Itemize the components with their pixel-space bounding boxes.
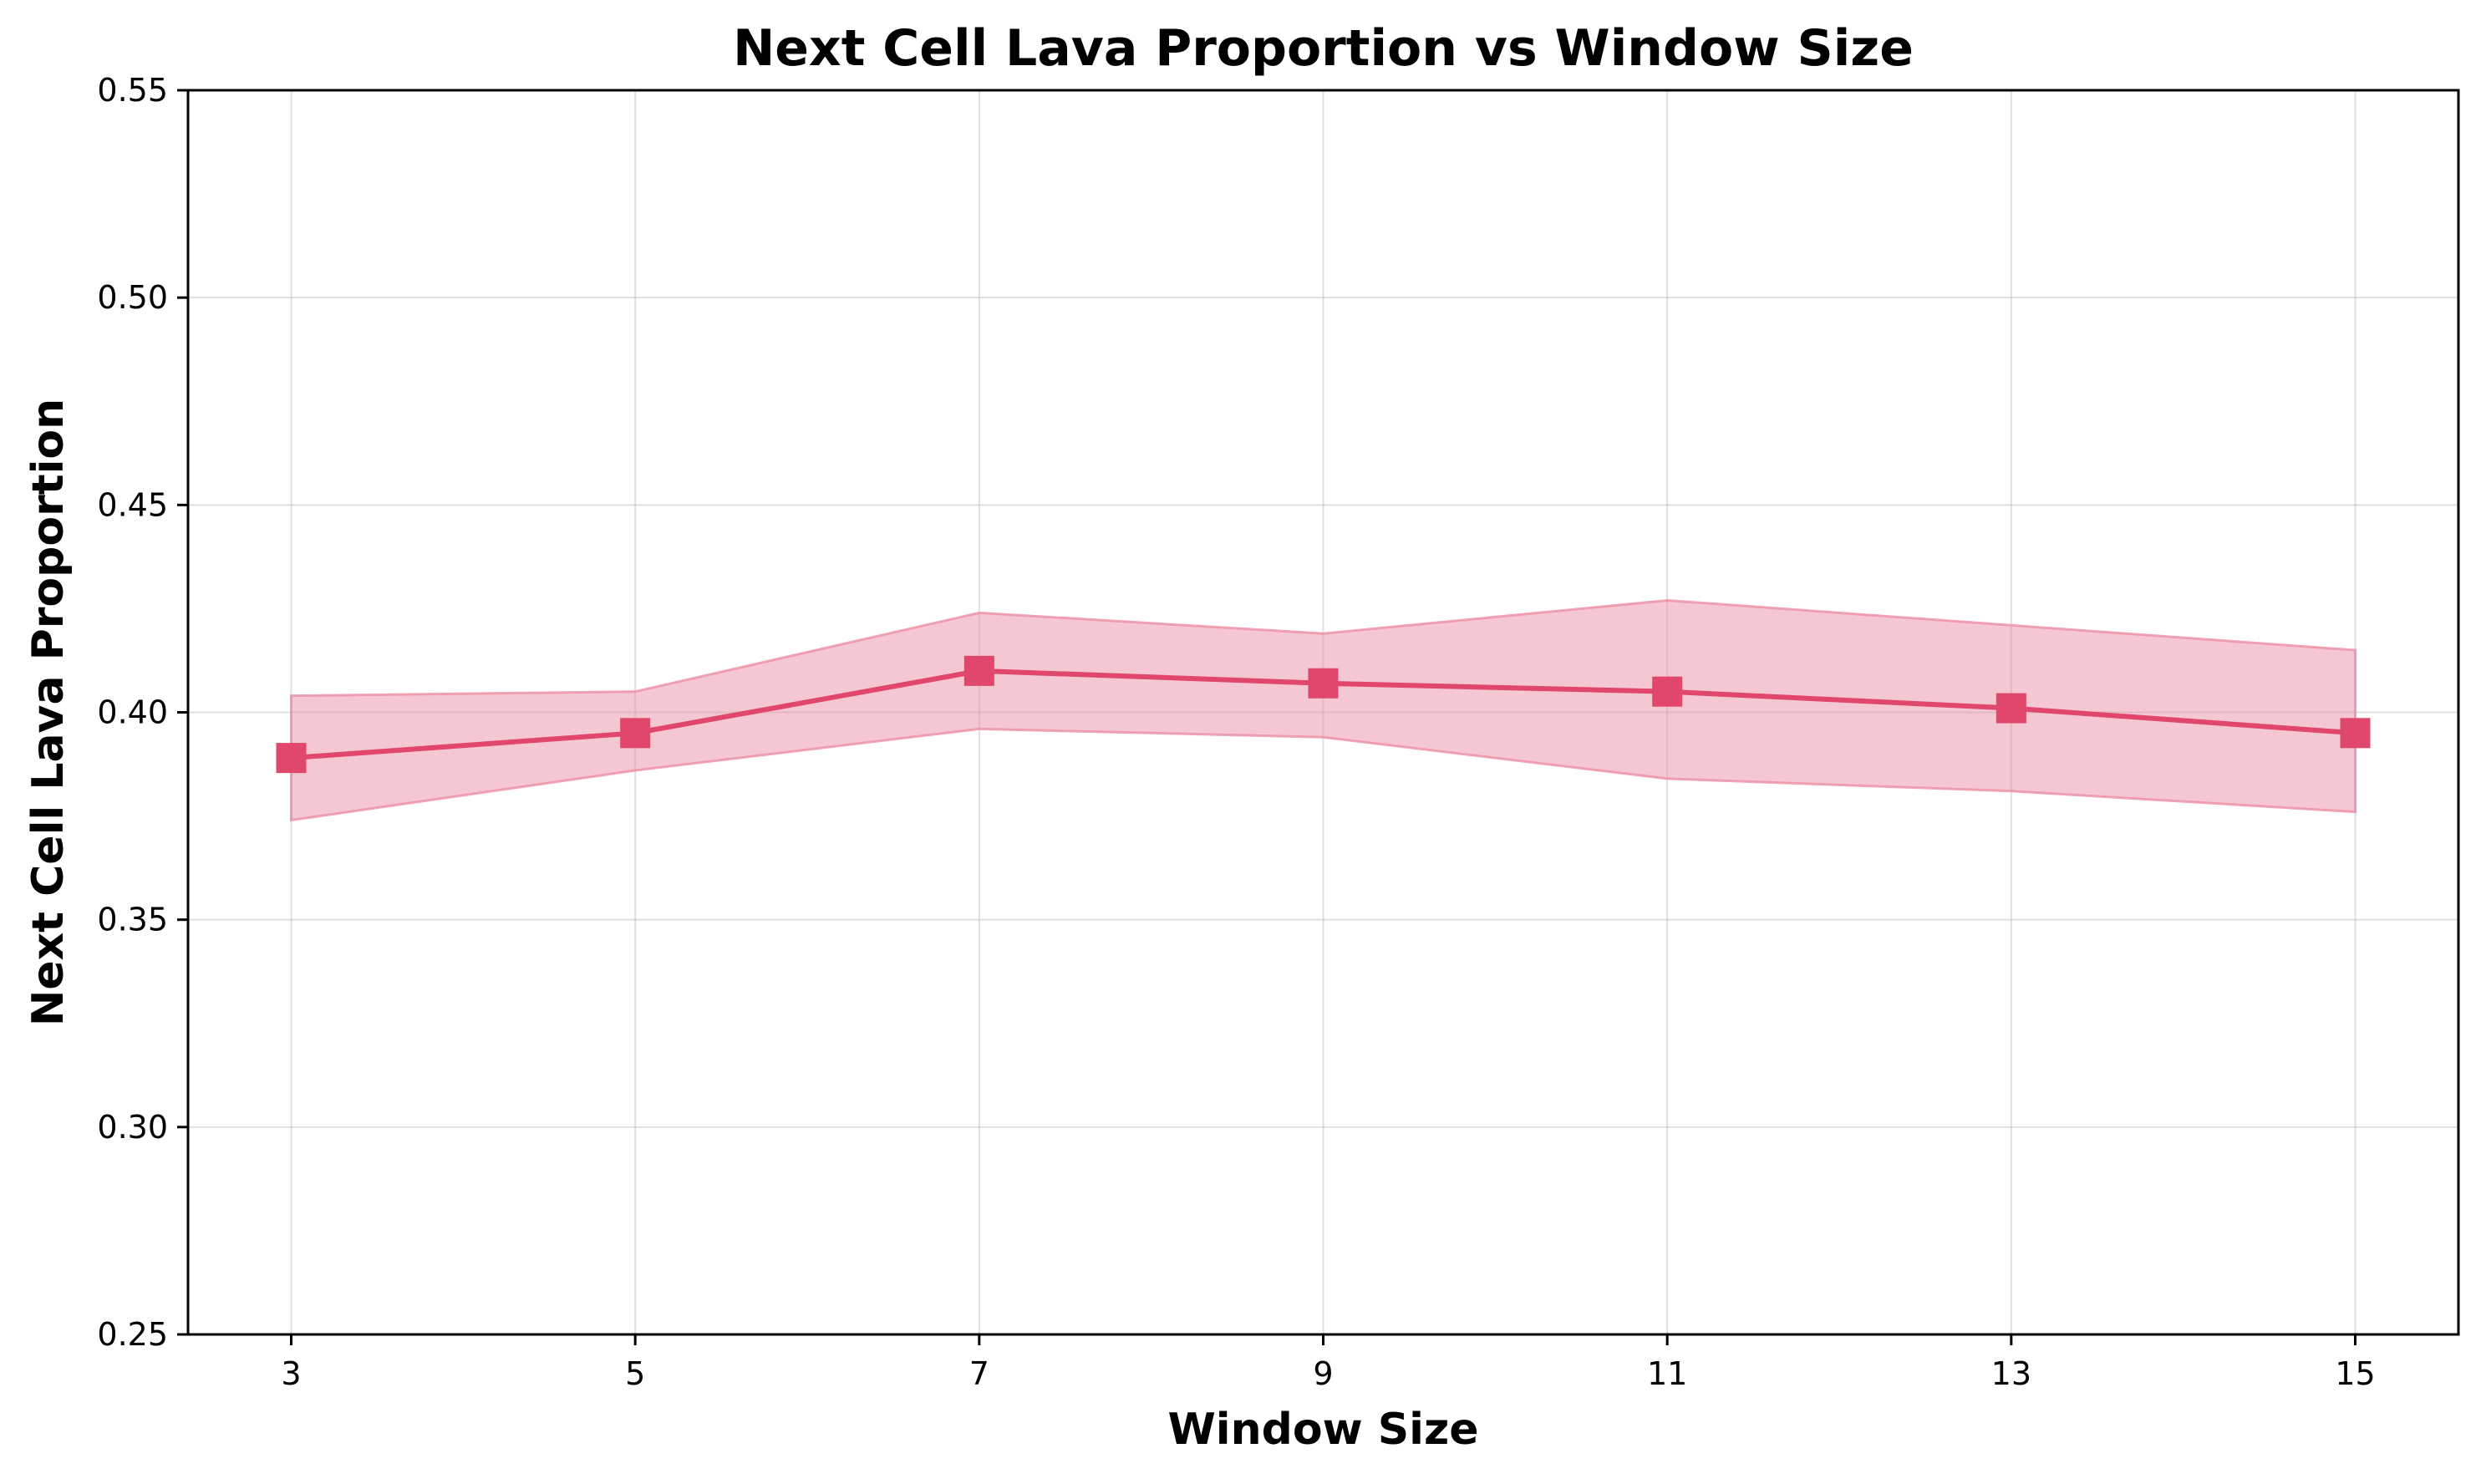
data-point-marker [963, 655, 994, 686]
y-axis-ticks: 0.25 0.30 0.35 0.40 0.45 0.50 0.55 [97, 72, 188, 1353]
marker-layer [276, 655, 2371, 774]
y-tick-label: 0.25 [97, 1316, 168, 1353]
data-point-marker [620, 718, 651, 749]
y-tick-label: 0.45 [97, 486, 168, 523]
x-axis-ticks: 3 5 7 9 11 13 15 [281, 1334, 2376, 1392]
x-tick-label: 9 [1313, 1355, 1333, 1392]
confidence-band [290, 598, 2356, 822]
y-tick-label: 0.55 [97, 72, 168, 109]
x-tick-label: 7 [969, 1355, 989, 1392]
chart-title: Next Cell Lava Proportion vs Window Size [733, 19, 1914, 78]
data-point-marker [1652, 676, 1683, 707]
x-axis-label: Window Size [1167, 1405, 1478, 1455]
y-tick-label: 0.30 [97, 1109, 168, 1146]
y-tick-label: 0.50 [97, 279, 168, 316]
x-tick-label: 11 [1647, 1355, 1687, 1392]
x-tick-label: 5 [625, 1355, 645, 1392]
x-tick-label: 3 [281, 1355, 301, 1392]
y-axis-label: Next Cell Lava Proportion [23, 399, 74, 1026]
data-point-marker [276, 743, 307, 774]
y-tick-label: 0.40 [97, 694, 168, 731]
confidence-band-layer [290, 598, 2356, 822]
data-point-marker [2340, 718, 2371, 749]
data-point-marker [1995, 693, 2026, 724]
y-tick-label: 0.35 [97, 902, 168, 938]
x-tick-label: 13 [1991, 1355, 2031, 1392]
x-tick-label: 15 [2335, 1355, 2375, 1392]
data-point-marker [1308, 668, 1339, 699]
